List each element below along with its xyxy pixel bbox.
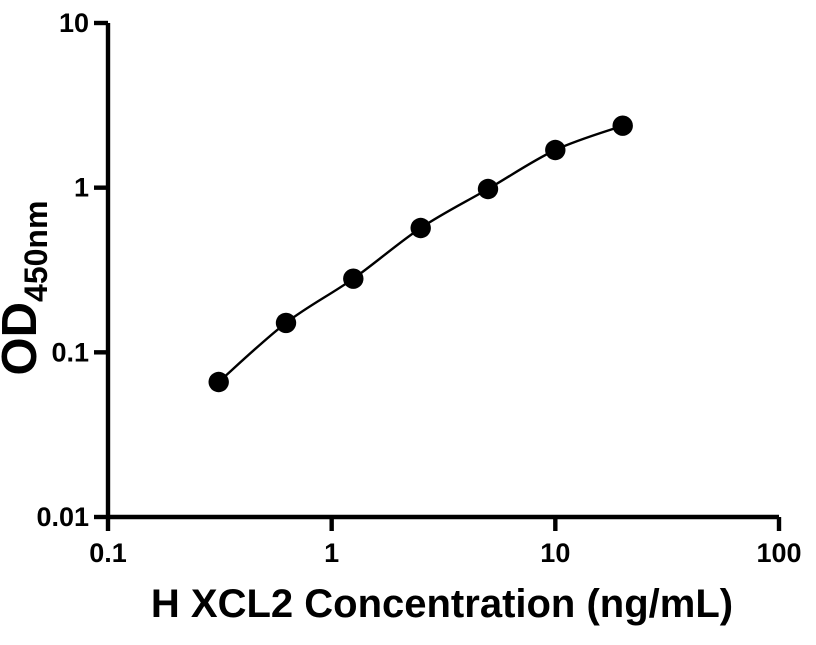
svg-text:100: 100: [756, 538, 801, 568]
svg-text:1: 1: [74, 173, 89, 203]
svg-text:0.1: 0.1: [89, 538, 127, 568]
svg-text:10: 10: [540, 538, 570, 568]
svg-text:H XCL2 Concentration (ng/mL): H XCL2 Concentration (ng/mL): [151, 582, 733, 626]
svg-text:1: 1: [324, 538, 339, 568]
svg-text:10: 10: [59, 8, 89, 38]
svg-text:0.1: 0.1: [51, 337, 89, 367]
svg-text:0.01: 0.01: [36, 502, 89, 532]
svg-text:OD450nm: OD450nm: [0, 201, 54, 376]
